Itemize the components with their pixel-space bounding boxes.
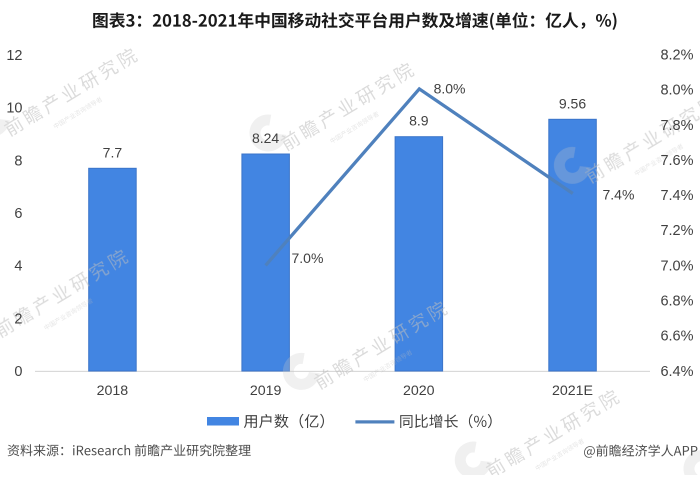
svg-text:7.4%: 7.4% [660,188,693,204]
svg-text:12: 12 [6,48,22,64]
svg-text:0: 0 [14,364,22,380]
svg-text:6: 6 [14,206,22,222]
svg-text:8.2%: 8.2% [660,48,693,64]
svg-text:7.4%: 7.4% [603,187,635,203]
svg-text:9.56: 9.56 [559,95,586,111]
svg-text:2018: 2018 [97,383,129,399]
svg-text:6.8%: 6.8% [660,294,693,310]
svg-text:7.8%: 7.8% [660,118,693,134]
svg-text:7.0%: 7.0% [292,250,324,266]
svg-text:8: 8 [14,153,22,169]
svg-text:2019: 2019 [250,383,282,399]
svg-text:10: 10 [6,101,22,117]
svg-text:8.0%: 8.0% [660,83,693,99]
svg-text:2021E: 2021E [552,383,593,399]
svg-text:8.24: 8.24 [252,130,279,146]
svg-text:2020: 2020 [403,383,435,399]
svg-text:7.6%: 7.6% [660,153,693,169]
svg-text:6.4%: 6.4% [660,364,693,380]
svg-text:4: 4 [14,259,22,275]
svg-text:2: 2 [14,311,22,327]
svg-text:6.6%: 6.6% [660,329,693,345]
svg-text:7.0%: 7.0% [660,258,693,274]
svg-text:7.2%: 7.2% [660,223,693,239]
svg-text:7.7: 7.7 [103,144,123,160]
svg-text:8.0%: 8.0% [434,80,466,96]
svg-text:8.9: 8.9 [409,113,429,129]
